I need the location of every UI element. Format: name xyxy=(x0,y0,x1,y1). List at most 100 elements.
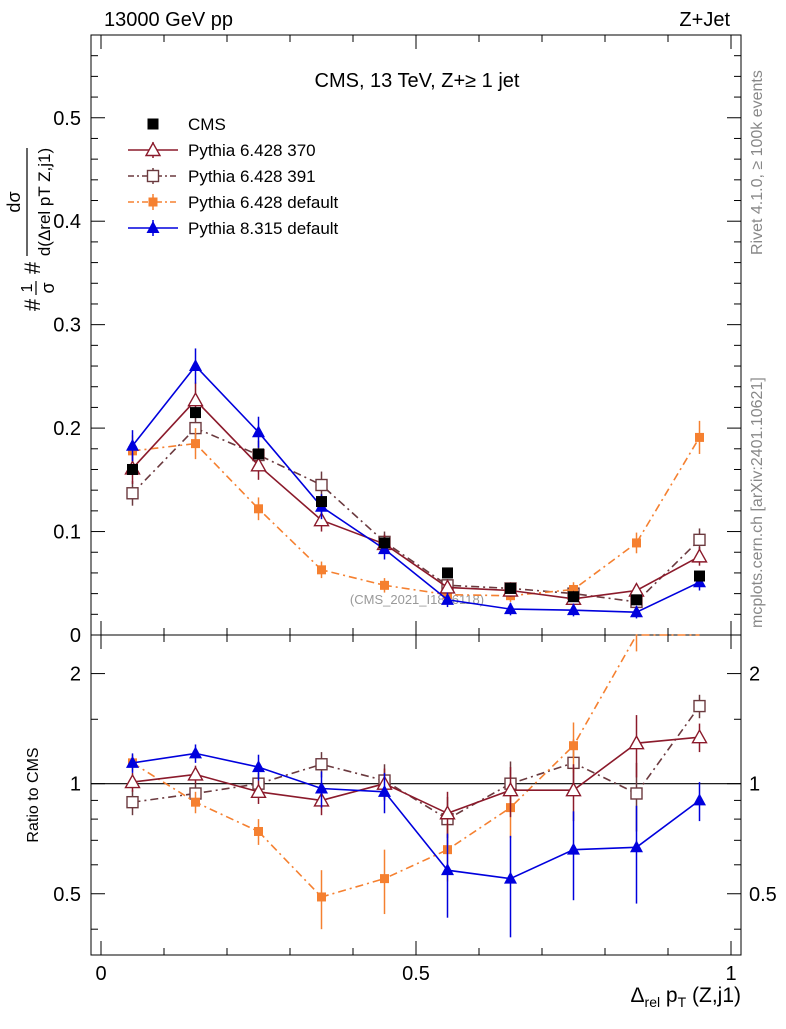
ratio-xlabel: Δrel pT (Z,j1) xyxy=(631,984,742,1010)
legend-label-cms: CMS xyxy=(188,115,226,134)
xlabel-T: T xyxy=(678,994,687,1010)
ratio-point-p8 xyxy=(441,863,454,876)
series-cms xyxy=(127,407,705,606)
point-p391 xyxy=(693,533,706,547)
ratio-point-p370 xyxy=(187,765,204,781)
ylabel-num: dσ xyxy=(4,191,24,212)
ratio-point-p370 xyxy=(124,773,141,789)
ratio-point-p8 xyxy=(630,840,643,853)
ratio-point-p370 xyxy=(691,728,708,744)
series-line-p8 xyxy=(131,364,700,614)
ratio-ticks: 0.5 0.5 1 1 2 2 0 0.5 1 xyxy=(53,635,777,985)
legend-item-p391: Pythia 6.428 391 xyxy=(128,167,316,186)
point-p370 xyxy=(250,456,267,472)
ratio-point-p8 xyxy=(252,760,265,773)
legend-label-p8: Pythia 8.315 default xyxy=(188,219,339,238)
point-cms xyxy=(379,537,390,549)
point-cms xyxy=(190,407,201,419)
ylabel-hash2: # xyxy=(20,261,45,274)
ratio-point-p370 xyxy=(250,783,267,799)
ratio-ytick-label-right: 2 xyxy=(749,664,760,686)
ratio-xtick-label: 0.5 xyxy=(402,963,430,985)
legend-label-p370: Pythia 6.428 370 xyxy=(188,141,316,160)
legend-marker-cms xyxy=(147,118,159,130)
point-p8 xyxy=(504,602,517,615)
legend-item-p370: Pythia 6.428 370 xyxy=(128,141,316,160)
ratio-point-p391 xyxy=(126,795,139,809)
series-line-p370 xyxy=(131,399,700,600)
ratio-point-p370 xyxy=(565,781,582,797)
legend-marker-p8 xyxy=(146,221,160,233)
ylabel-den: d(Δrel pT Z,j1) xyxy=(35,148,54,256)
ratio-point-p370 xyxy=(628,734,645,750)
legend-label-pdef6: Pythia 6.428 default xyxy=(188,193,339,212)
ratio-ytick-label: 0.5 xyxy=(53,884,81,906)
ratio-point-pdef6 xyxy=(380,874,389,884)
main-plot xyxy=(124,348,708,619)
point-p8 xyxy=(189,359,202,372)
ratio-point-p391 xyxy=(315,758,328,771)
point-pdef6 xyxy=(380,580,389,590)
point-p8 xyxy=(567,603,580,616)
main-ytick-label: 0.5 xyxy=(53,108,81,130)
legend-marker-pdef6 xyxy=(148,197,158,207)
legend-label-p391: Pythia 6.428 391 xyxy=(188,167,316,186)
ratio-line-pdef6 xyxy=(132,634,700,898)
xlabel-zj: (Z,j1) xyxy=(686,984,741,1007)
point-pdef6 xyxy=(695,432,704,442)
point-pdef6 xyxy=(317,565,326,575)
legend-item-p8: Pythia 8.315 default xyxy=(128,219,339,238)
point-cms xyxy=(568,591,579,603)
ratio-point-pdef6 xyxy=(569,741,578,751)
ratio-point-p391 xyxy=(693,699,706,713)
point-cms xyxy=(127,463,138,475)
legend-item-pdef6: Pythia 6.428 default xyxy=(128,193,339,212)
point-pdef6 xyxy=(254,504,263,514)
main-ticks: 0 0.1 0.2 0.3 0.4 0.5 xyxy=(53,35,741,647)
main-ytick-label: 0.1 xyxy=(53,522,81,544)
point-cms xyxy=(694,570,705,582)
watermark: (CMS_2021_I1866118) xyxy=(350,592,484,607)
point-pdef6 xyxy=(569,584,578,594)
ratio-series-p8 xyxy=(126,744,706,938)
ratio-point-p8 xyxy=(693,793,706,806)
ratio-point-pdef6 xyxy=(254,826,263,836)
point-p370 xyxy=(691,547,708,563)
header-right: Z+Jet xyxy=(679,9,730,31)
ratio-ylabel: Ratio to CMS xyxy=(25,747,42,842)
point-p370 xyxy=(313,511,330,527)
main-ytick-label: 0 xyxy=(70,625,81,647)
xlabel-delta: Δ xyxy=(631,984,645,1007)
header-left: 13000 GeV pp xyxy=(104,9,233,31)
main-ylabel: # 1 σ # dσ d(Δrel pT Z,j1) xyxy=(4,148,58,311)
point-p391 xyxy=(126,487,139,500)
main-ytick-label: 0.3 xyxy=(53,315,81,337)
point-cms xyxy=(316,496,327,508)
legend: CMS Pythia 6.428 370 Pythia 6.428 391 Pythi… xyxy=(128,115,339,238)
ratio-point-p8 xyxy=(504,871,517,884)
point-pdef6 xyxy=(191,439,200,449)
rivet-label: Rivet 4.1.0, ≥ 100k events xyxy=(749,70,766,255)
ylabel-hash1: # xyxy=(20,298,45,311)
ylabel-one: 1 xyxy=(19,283,36,292)
point-cms xyxy=(505,582,516,594)
series-line-pdef6 xyxy=(132,436,701,597)
point-cms xyxy=(442,567,453,579)
ratio-ytick-label-right: 0.5 xyxy=(749,884,777,906)
ratio-line-p391 xyxy=(132,705,701,821)
source-label: mcplots.cern.ch [arXiv:2401.10621] xyxy=(749,377,766,628)
point-pdef6 xyxy=(632,538,641,548)
xlabel-rel: rel xyxy=(645,994,661,1010)
ratio-xtick-label: 1 xyxy=(725,963,736,985)
point-p8 xyxy=(630,605,643,618)
point-p8 xyxy=(252,425,265,438)
ratio-ytick-label: 2 xyxy=(70,664,81,686)
ratio-point-p8 xyxy=(189,746,202,759)
legend-item-cms: CMS xyxy=(147,115,226,134)
ratio-point-pdef6 xyxy=(191,797,200,807)
ratio-point-p391 xyxy=(630,787,643,800)
main-ytick-label: 0.4 xyxy=(53,211,81,233)
point-p391 xyxy=(315,478,328,492)
ratio-point-p370 xyxy=(439,804,456,820)
